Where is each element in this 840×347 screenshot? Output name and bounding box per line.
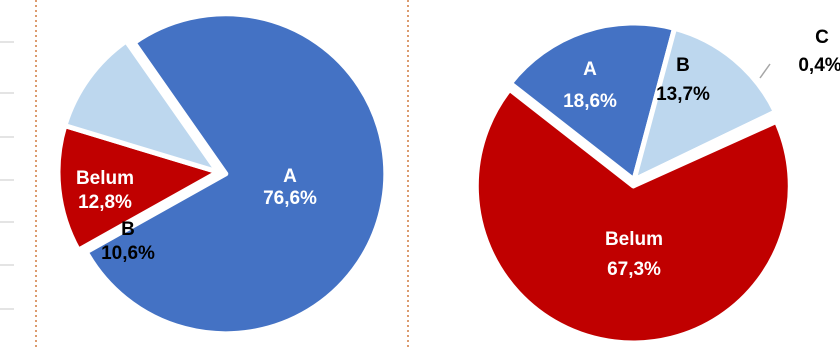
slice-label-name-belum: Belum [605,229,663,250]
slice-label-name-b: B [121,219,135,240]
pie-chart-left: A76,6% Belum 12,8% B 10,6% [55,11,389,337]
slice-label-value-a: 18,6% [563,91,617,112]
pie-slice-b [62,38,221,175]
label-leader-line [759,63,771,79]
slice-label-value-belum: 12,8% [78,192,132,213]
pie-slice-c [631,109,780,183]
pie-slice-belum [473,86,793,346]
pie-slice-a [507,20,678,183]
pie-slice-b [631,25,778,183]
slice-label-name-b: B [676,55,690,76]
slice-label-name-a: A [283,166,297,187]
left-edge-gridlines [0,41,14,310]
slice-label-name-a: A [583,59,597,80]
pie-chart-right: A 18,6% B 13,7% C 0,4% Belum 67,3% [473,20,840,346]
slice-label-value-b: 10,6% [101,243,155,264]
pie-slice-belum [55,123,221,253]
slice-label-name-c: C [815,27,829,48]
slice-label-value-belum: 67,3% [607,259,661,280]
pie-slice-a [83,11,389,337]
slice-label-value-c: 0,4% [798,55,840,76]
slice-label-value-a: 76,6% [263,188,317,209]
slice-label-name-belum: Belum [76,168,134,189]
slice-label-value-b: 13,7% [656,84,710,105]
